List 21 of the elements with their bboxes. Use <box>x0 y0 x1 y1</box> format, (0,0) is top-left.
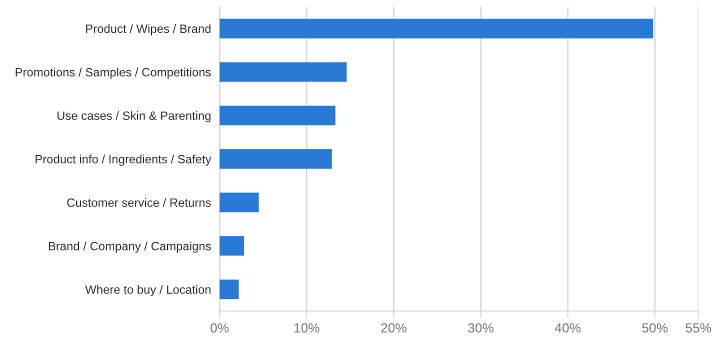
bar <box>220 18 654 38</box>
y-tick-label: Where to buy / Location <box>85 285 210 296</box>
y-tick-label: Customer service / Returns <box>67 198 211 207</box>
x-tick-label: 10% <box>294 323 320 333</box>
x-tick-label: 40% <box>554 323 581 333</box>
x-tick-label: 55% <box>686 323 712 333</box>
bar <box>220 106 336 126</box>
x-tick-label: 50% <box>642 323 668 333</box>
y-tick-label: Brand / Company / Campaigns <box>48 242 211 253</box>
x-tick-label: 0% <box>210 323 229 333</box>
y-tick-label: Product / Wipes / Brand <box>86 24 211 36</box>
bar <box>220 192 259 212</box>
x-tick-label: 30% <box>468 323 494 333</box>
bar <box>220 236 244 256</box>
x-tick-label: 20% <box>381 323 406 333</box>
y-tick-label: Product info / Ingredients / Safety <box>36 154 212 166</box>
bar <box>220 280 239 300</box>
bar <box>220 149 332 169</box>
y-tick-label: Promotions / Samples / Competitions <box>16 68 211 79</box>
bar <box>220 62 347 82</box>
y-tick-label: Use cases / Skin & Parenting <box>58 111 211 122</box>
